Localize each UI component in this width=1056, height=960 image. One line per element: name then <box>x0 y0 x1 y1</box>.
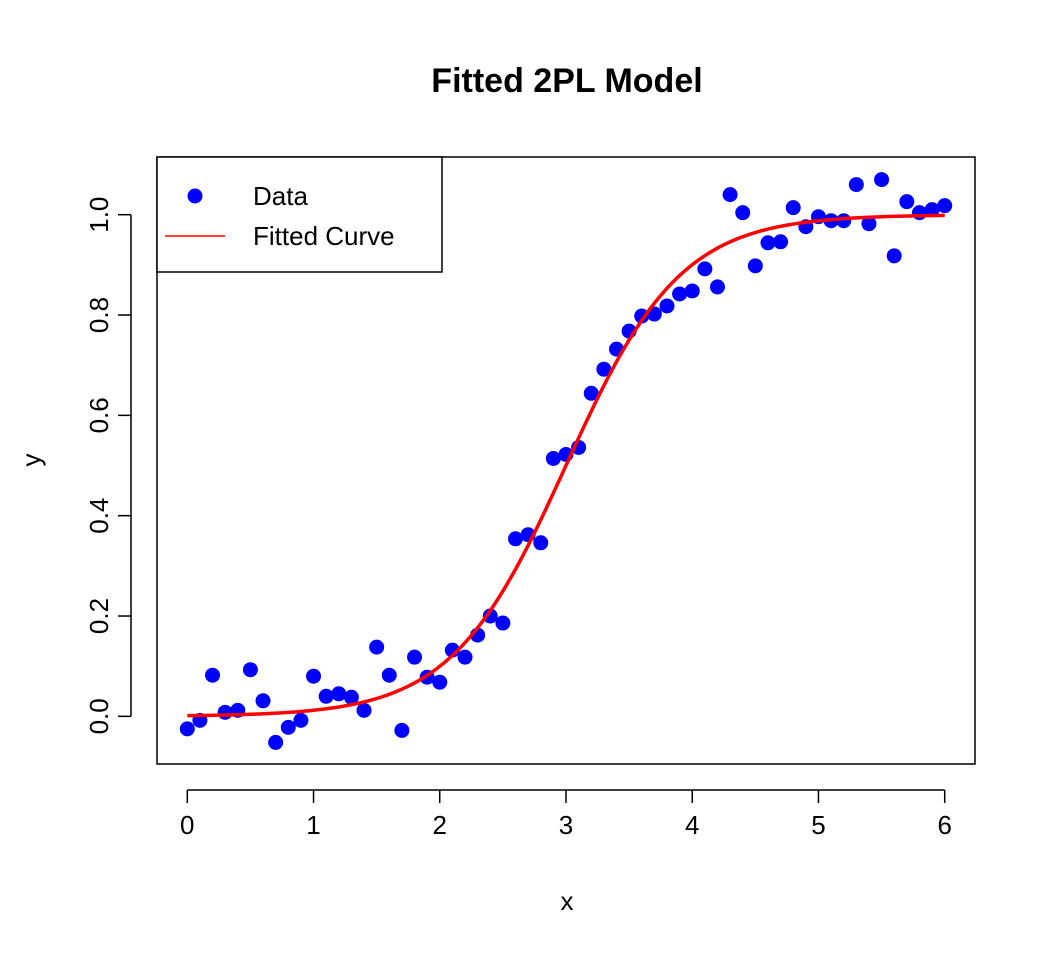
data-point <box>583 385 599 401</box>
x-tick-label: 1 <box>306 810 320 840</box>
x-tick-label: 4 <box>685 810 699 840</box>
data-point <box>596 361 612 377</box>
data-point <box>709 279 725 295</box>
data-point <box>407 649 423 665</box>
data-point <box>318 688 334 704</box>
data-point <box>242 662 258 678</box>
y-tick-label: 0.4 <box>84 498 114 534</box>
data-point <box>482 608 498 624</box>
legend-label-fitted-curve: Fitted Curve <box>253 221 395 251</box>
legend: Data Fitted Curve <box>156 156 443 273</box>
x-axis-label: x <box>561 886 574 916</box>
data-point <box>457 649 473 665</box>
data-point <box>306 668 322 684</box>
data-point <box>331 686 347 702</box>
data-point <box>343 689 359 705</box>
fitted-curve-layer <box>187 213 945 718</box>
data-point <box>659 298 675 314</box>
data-point <box>874 172 890 188</box>
data-point <box>533 535 549 551</box>
y-axis: 0.0 0.2 0.4 0.6 0.8 1.0 <box>84 197 132 734</box>
data-point <box>785 200 801 216</box>
data-point <box>293 712 309 728</box>
data-point <box>369 639 385 655</box>
y-tick-label: 0.8 <box>84 297 114 333</box>
plot-frame <box>156 156 976 765</box>
data-point <box>672 286 688 302</box>
data-point <box>280 719 296 735</box>
data-point <box>773 234 789 250</box>
y-tick-label: 0.2 <box>84 598 114 634</box>
data-point <box>911 205 927 221</box>
x-tick-label: 2 <box>433 810 447 840</box>
x-tick-label: 3 <box>559 810 573 840</box>
data-point <box>508 531 524 547</box>
data-point <box>937 198 953 214</box>
data-point <box>760 235 776 251</box>
legend-point-marker <box>187 188 203 204</box>
y-tick-label: 0.6 <box>84 397 114 433</box>
data-point <box>179 721 195 737</box>
y-tick-label: 1.0 <box>84 197 114 233</box>
data-point <box>899 194 915 210</box>
data-point <box>747 258 763 274</box>
data-point <box>205 667 221 683</box>
data-point <box>735 205 751 221</box>
data-point <box>432 674 448 690</box>
data-point <box>697 261 713 277</box>
data-point <box>381 667 397 683</box>
fitted-curve-line <box>187 213 945 718</box>
data-point <box>684 283 700 299</box>
data-point <box>394 722 410 738</box>
data-point <box>495 615 511 631</box>
data-point <box>886 248 902 264</box>
data-point <box>268 734 284 750</box>
data-point <box>356 702 372 718</box>
x-tick-label: 5 <box>811 810 825 840</box>
data-point <box>255 693 271 709</box>
data-point <box>545 450 561 466</box>
data-point <box>848 177 864 193</box>
chart-title: Fitted 2PL Model <box>431 62 702 100</box>
y-tick-label: 0.0 <box>84 698 114 734</box>
legend-label-data: Data <box>253 181 308 211</box>
data-point <box>924 202 940 218</box>
legend-box <box>156 156 443 273</box>
x-tick-label: 6 <box>937 810 951 840</box>
x-tick-label: 0 <box>180 810 194 840</box>
x-axis: 0 1 2 3 4 5 6 <box>180 789 952 840</box>
data-point <box>722 187 738 203</box>
data-point <box>861 216 877 232</box>
y-axis-label: y <box>16 454 46 467</box>
data-point <box>217 704 233 720</box>
